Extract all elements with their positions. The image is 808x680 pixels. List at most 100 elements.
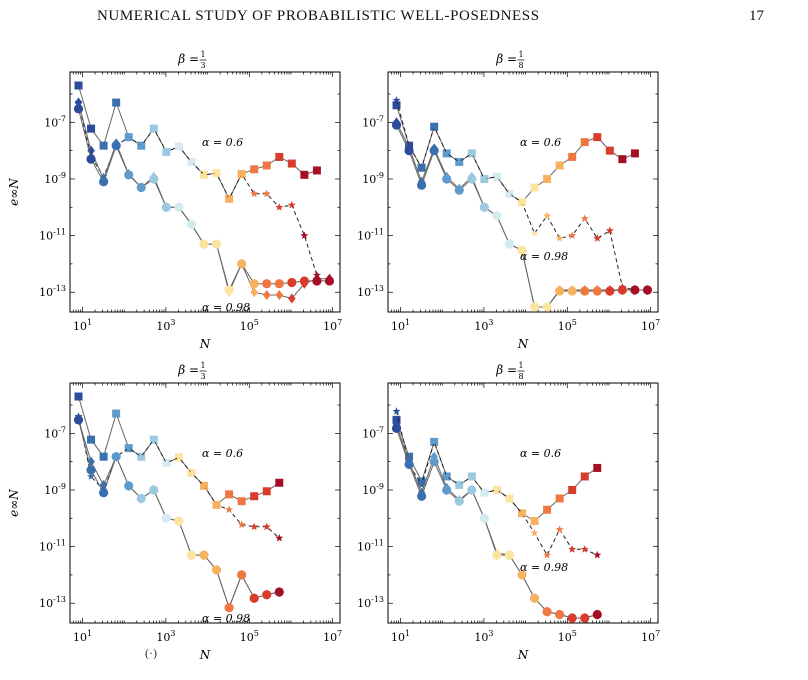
data-point xyxy=(580,286,590,296)
x-tick-label: 105 xyxy=(240,318,259,333)
data-point xyxy=(555,494,564,503)
data-point xyxy=(187,468,196,477)
data-point xyxy=(211,239,222,249)
y-axis-label: e∞N xyxy=(7,489,21,517)
data-point xyxy=(249,593,259,603)
x-axis-label: N xyxy=(517,648,529,662)
x-tick-label: 103 xyxy=(474,318,493,333)
series-line xyxy=(78,102,318,276)
data-point xyxy=(580,545,589,553)
y-tick-label: 10-13 xyxy=(39,595,66,610)
data-point xyxy=(274,279,284,289)
data-point xyxy=(99,452,108,461)
data-point xyxy=(593,133,602,142)
y-tick-label: 10-7 xyxy=(362,425,384,440)
data-point xyxy=(479,202,489,212)
x-axis-label: N xyxy=(199,648,211,662)
x-tick-label: 101 xyxy=(73,318,92,333)
data-point xyxy=(530,517,539,526)
data-point xyxy=(300,170,309,179)
chart-title-denominator: 8 xyxy=(518,372,523,381)
data-point xyxy=(555,234,564,242)
data-point xyxy=(237,570,247,580)
data-point xyxy=(630,285,640,295)
page-number: 17 xyxy=(749,8,764,24)
data-point xyxy=(543,174,552,183)
data-point xyxy=(86,154,96,164)
data-point xyxy=(149,485,159,495)
series-line xyxy=(396,419,598,522)
series-4 xyxy=(391,423,602,623)
series-line xyxy=(78,102,330,300)
data-point xyxy=(212,168,221,177)
data-point xyxy=(467,149,476,157)
data-point xyxy=(237,259,247,269)
data-point xyxy=(467,485,477,495)
chart-panel-1: 101 103 105 107 10-7 10-9 10-11 10-13 β = 1 3 Ne∞N… xyxy=(7,50,342,351)
data-point xyxy=(555,161,564,170)
data-point xyxy=(542,607,552,617)
series-2 xyxy=(392,96,639,294)
data-point xyxy=(442,149,451,157)
data-point xyxy=(87,435,96,444)
data-point xyxy=(504,550,515,560)
x-tick-label: 107 xyxy=(641,629,660,644)
x-tick-label: 105 xyxy=(240,629,259,644)
chart-panel-2: 101 103 105 107 10-7 10-9 10-11 10-13 β = 1 8 Nα =… xyxy=(357,50,660,351)
y-tick-label: 10-13 xyxy=(357,595,384,610)
data-point xyxy=(162,147,171,156)
data-point xyxy=(429,146,439,156)
data-point xyxy=(212,500,221,509)
x-tick-label: 103 xyxy=(156,318,175,333)
data-point xyxy=(392,407,401,415)
data-point xyxy=(592,609,602,620)
data-point xyxy=(417,163,426,172)
data-point xyxy=(262,161,271,170)
x-tick-label: 101 xyxy=(391,318,410,333)
data-point xyxy=(275,152,284,161)
x-tick-label: 103 xyxy=(474,629,493,644)
data-point xyxy=(555,525,564,533)
data-point xyxy=(174,202,184,212)
data-point xyxy=(87,124,96,133)
annotation-alpha-098: α = 0.98 xyxy=(520,250,568,263)
y-tick-label: 10-7 xyxy=(362,114,384,129)
data-point xyxy=(262,279,272,289)
x-tick-label: 101 xyxy=(391,629,410,644)
data-point xyxy=(287,200,296,209)
annotation-alpha-098: α = 0.98 xyxy=(520,561,568,574)
data-point xyxy=(505,494,514,502)
data-point xyxy=(567,613,577,623)
y-tick-label: 10-13 xyxy=(357,284,384,299)
data-point xyxy=(580,472,589,481)
data-point xyxy=(391,423,402,433)
data-point xyxy=(593,234,602,242)
data-point xyxy=(605,146,614,155)
data-point xyxy=(300,231,309,239)
y-tick-label: 10-11 xyxy=(39,539,66,554)
chart-title: β = xyxy=(495,363,517,377)
plot-frame xyxy=(387,71,659,313)
y-tick-label: 10-9 xyxy=(44,482,66,497)
data-point xyxy=(112,98,121,107)
data-point xyxy=(187,157,196,166)
series-4 xyxy=(391,120,653,312)
data-point xyxy=(555,609,565,620)
data-point xyxy=(161,202,171,212)
series-line xyxy=(396,428,598,619)
data-point xyxy=(250,189,259,198)
series-1 xyxy=(392,415,602,526)
data-point xyxy=(529,593,540,603)
data-point xyxy=(568,152,577,161)
data-point xyxy=(200,170,208,179)
data-point xyxy=(87,472,96,480)
series-1 xyxy=(74,81,321,203)
x-axis-label: N xyxy=(517,337,529,351)
plot-frame xyxy=(69,382,341,624)
data-point xyxy=(262,289,271,300)
annotation-alpha-06: α = 0.6 xyxy=(202,447,243,460)
chart-title-numerator: 1 xyxy=(518,361,523,370)
data-point xyxy=(262,487,271,496)
data-point xyxy=(568,231,577,239)
y-tick-label: 10-9 xyxy=(44,171,66,186)
